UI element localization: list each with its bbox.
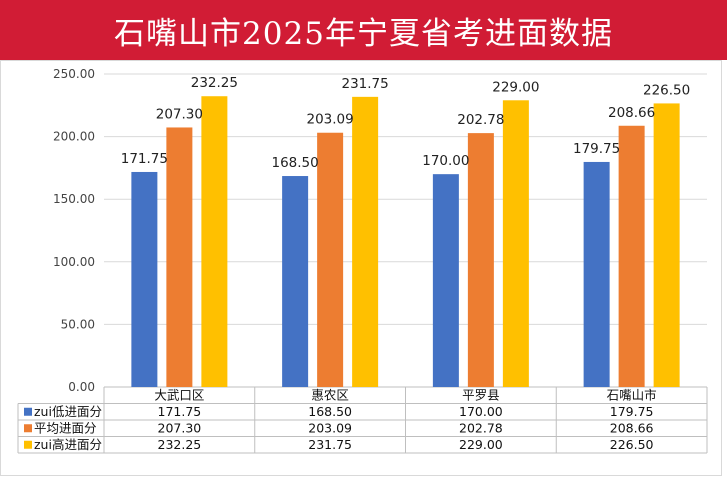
x-tick-label: 石嘴山市 [607,388,657,403]
legend-label: zui高进面分 [34,437,102,452]
data-label: 203.09 [307,112,354,128]
table-cell: 203.09 [308,421,352,436]
data-label: 229.00 [492,79,539,95]
bar [201,96,228,388]
legend-swatch [24,424,32,433]
data-label: 168.50 [272,155,319,171]
data-label: 170.00 [422,153,469,169]
data-labels: 171.75 168.50 170.00 179.75 207.30 203.09 202.… [121,75,691,171]
y-tick-label: 0.00 [68,380,95,394]
bar [317,132,344,387]
data-label: 179.75 [573,141,620,157]
y-tick-label: 250.00 [53,67,95,81]
table-cell: 232.25 [158,437,202,452]
y-tick-label: 200.00 [53,130,95,144]
bar [166,127,193,388]
table-cell: 168.50 [308,404,352,419]
y-tick-label: 50.00 [61,317,95,331]
bar [502,100,529,388]
table-cell: 202.78 [459,421,503,436]
table-cell: 179.75 [610,404,654,419]
bar-chart: 0.00 50.00 100.00 150.00 200.00 250.00 171.75… [0,60,722,476]
y-tick-label: 100.00 [53,255,95,269]
chart-area: 0.00 50.00 100.00 150.00 200.00 250.00 171.75… [0,60,727,477]
chart-title: 石嘴山市2025年宁夏省考进面数据 [0,0,727,60]
legend-swatch [24,440,32,449]
y-tick-label: 150.00 [53,192,95,206]
table-cell: 170.00 [459,404,503,419]
table-cell: 171.75 [158,404,202,419]
bar [653,103,680,387]
bar [352,96,379,387]
table-cell: 207.30 [158,421,202,436]
bar [618,125,645,387]
bar [432,174,459,387]
bar [282,176,309,387]
data-label: 232.25 [191,75,238,91]
data-label: 202.78 [457,112,504,128]
legend-label: zui低进面分 [34,404,102,419]
y-axis-ticks: 0.00 50.00 100.00 150.00 200.00 250.00 [53,67,95,394]
table-cell: 208.66 [610,421,654,436]
bars [131,96,680,388]
table-cell: 229.00 [459,437,503,452]
x-tick-label: 惠农区 [311,388,349,403]
bar [131,171,158,387]
data-label: 208.66 [608,105,655,121]
legend-swatch [24,407,32,416]
data-label: 207.30 [156,106,203,122]
x-tick-label: 大武口区 [154,388,204,403]
bar [467,133,494,387]
table-cell: 226.50 [610,437,654,452]
table-cell: 231.75 [308,437,352,452]
legend-label: 平均进面分 [34,421,97,436]
x-tick-label: 平罗县 [462,388,500,403]
bar [583,161,610,387]
data-label: 171.75 [121,151,168,167]
data-table: 大武口区 惠农区 平罗县 石嘴山市 zui低进面分 171.75 168.50 170.00 1… [17,387,708,454]
data-label: 231.75 [342,76,389,92]
data-label: 226.50 [643,82,690,98]
